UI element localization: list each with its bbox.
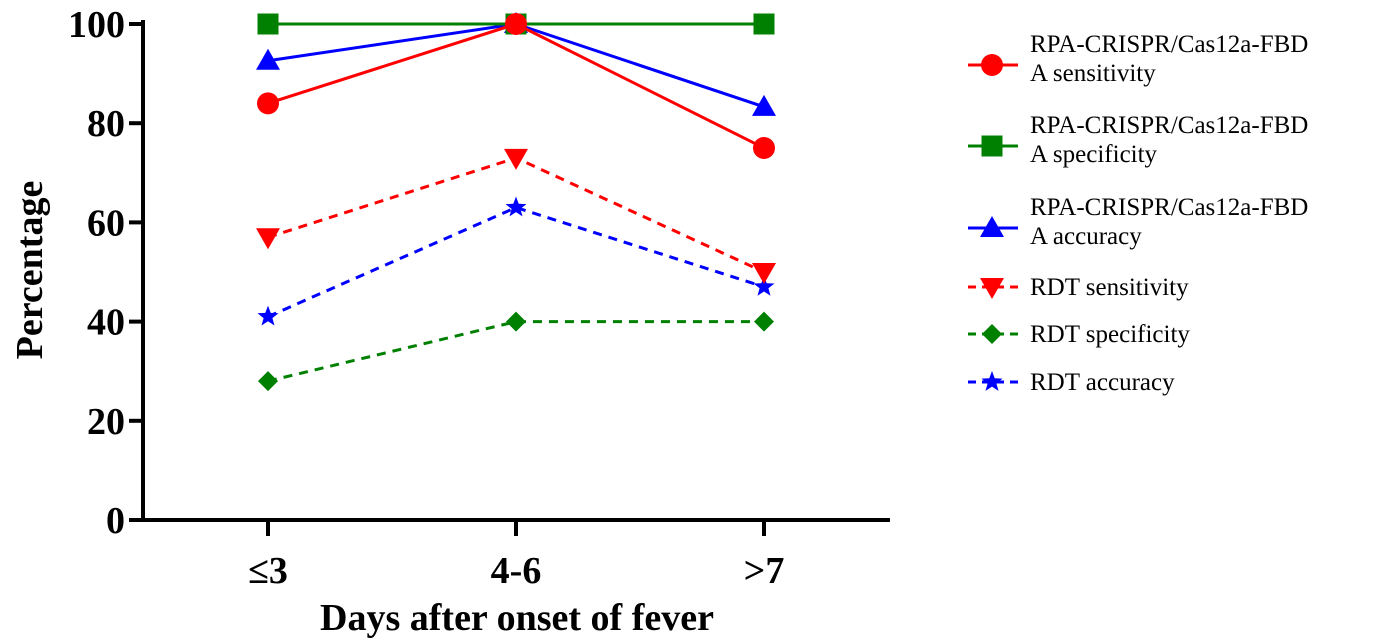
y-axis-title: Percentage bbox=[9, 181, 51, 360]
y-tick-label: 20 bbox=[87, 401, 125, 443]
legend-label: A sensitivity bbox=[1030, 60, 1156, 87]
x-tick-label: ≤3 bbox=[248, 550, 288, 592]
data-point bbox=[257, 92, 279, 115]
data-point bbox=[257, 305, 279, 326]
legend-label: A specificity bbox=[1030, 141, 1158, 168]
legend-label: A accuracy bbox=[1030, 223, 1142, 250]
legend-label: RDT specificity bbox=[1030, 321, 1190, 348]
data-point bbox=[753, 13, 775, 35]
x-tick-label: 4-6 bbox=[491, 550, 542, 592]
data-point bbox=[753, 275, 775, 296]
legend-marker bbox=[981, 54, 1003, 76]
series-rdt-sensitivity bbox=[256, 148, 776, 284]
data-point bbox=[256, 48, 280, 70]
legend-item-rdt-sensitivity: RDT sensitivity bbox=[968, 274, 1189, 301]
data-point bbox=[505, 13, 527, 35]
series-layer bbox=[256, 12, 776, 392]
legend-label: RPA-CRISPR/Cas12a-FBD bbox=[1030, 31, 1308, 58]
legend-item-rdt-specificity: RDT specificity bbox=[968, 321, 1190, 348]
legend-marker bbox=[982, 324, 1002, 344]
series-rdt-accuracy bbox=[257, 196, 775, 326]
series-line bbox=[267, 320, 764, 383]
data-point bbox=[752, 263, 776, 284]
y-tick-label: 60 bbox=[87, 202, 125, 244]
series-rdt-specificity bbox=[258, 311, 774, 392]
legend-marker bbox=[981, 135, 1003, 157]
legend-marker bbox=[981, 371, 1003, 391]
data-point bbox=[753, 137, 775, 159]
y-tick-label: 0 bbox=[106, 500, 125, 542]
data-point bbox=[504, 148, 528, 170]
legend-label: RPA-CRISPR/Cas12a-FBD bbox=[1030, 112, 1308, 139]
data-point bbox=[256, 228, 280, 250]
axes: 0 20 40 60 80 100 ≤3 4-6 >7 bbox=[68, 4, 890, 592]
series-line bbox=[267, 22, 765, 109]
legend-item-rdt-accuracy: RDT accuracy bbox=[968, 369, 1175, 396]
x-axis-title: Days after onset of fever bbox=[320, 597, 714, 639]
data-point bbox=[257, 13, 279, 35]
data-point bbox=[505, 196, 527, 217]
series-line bbox=[267, 22, 765, 150]
legend-label: RPA-CRISPR/Cas12a-FBD bbox=[1030, 194, 1308, 221]
x-tick-label: >7 bbox=[744, 550, 785, 592]
data-point bbox=[754, 311, 774, 332]
series-line bbox=[267, 205, 765, 319]
legend-label: RDT accuracy bbox=[1030, 369, 1175, 396]
data-point bbox=[258, 371, 278, 392]
legend-marker bbox=[980, 278, 1004, 299]
data-point bbox=[752, 94, 776, 116]
series-line bbox=[267, 156, 765, 274]
series-rpa-crispr-cas12a-fbda-sensitivity bbox=[257, 13, 775, 159]
y-tick-label: 40 bbox=[87, 302, 125, 344]
legend-marker bbox=[980, 216, 1004, 237]
y-tick-label: 80 bbox=[87, 103, 125, 145]
y-tick-label: 100 bbox=[68, 4, 125, 46]
data-point bbox=[506, 311, 526, 332]
legend-label: RDT sensitivity bbox=[1030, 274, 1189, 301]
